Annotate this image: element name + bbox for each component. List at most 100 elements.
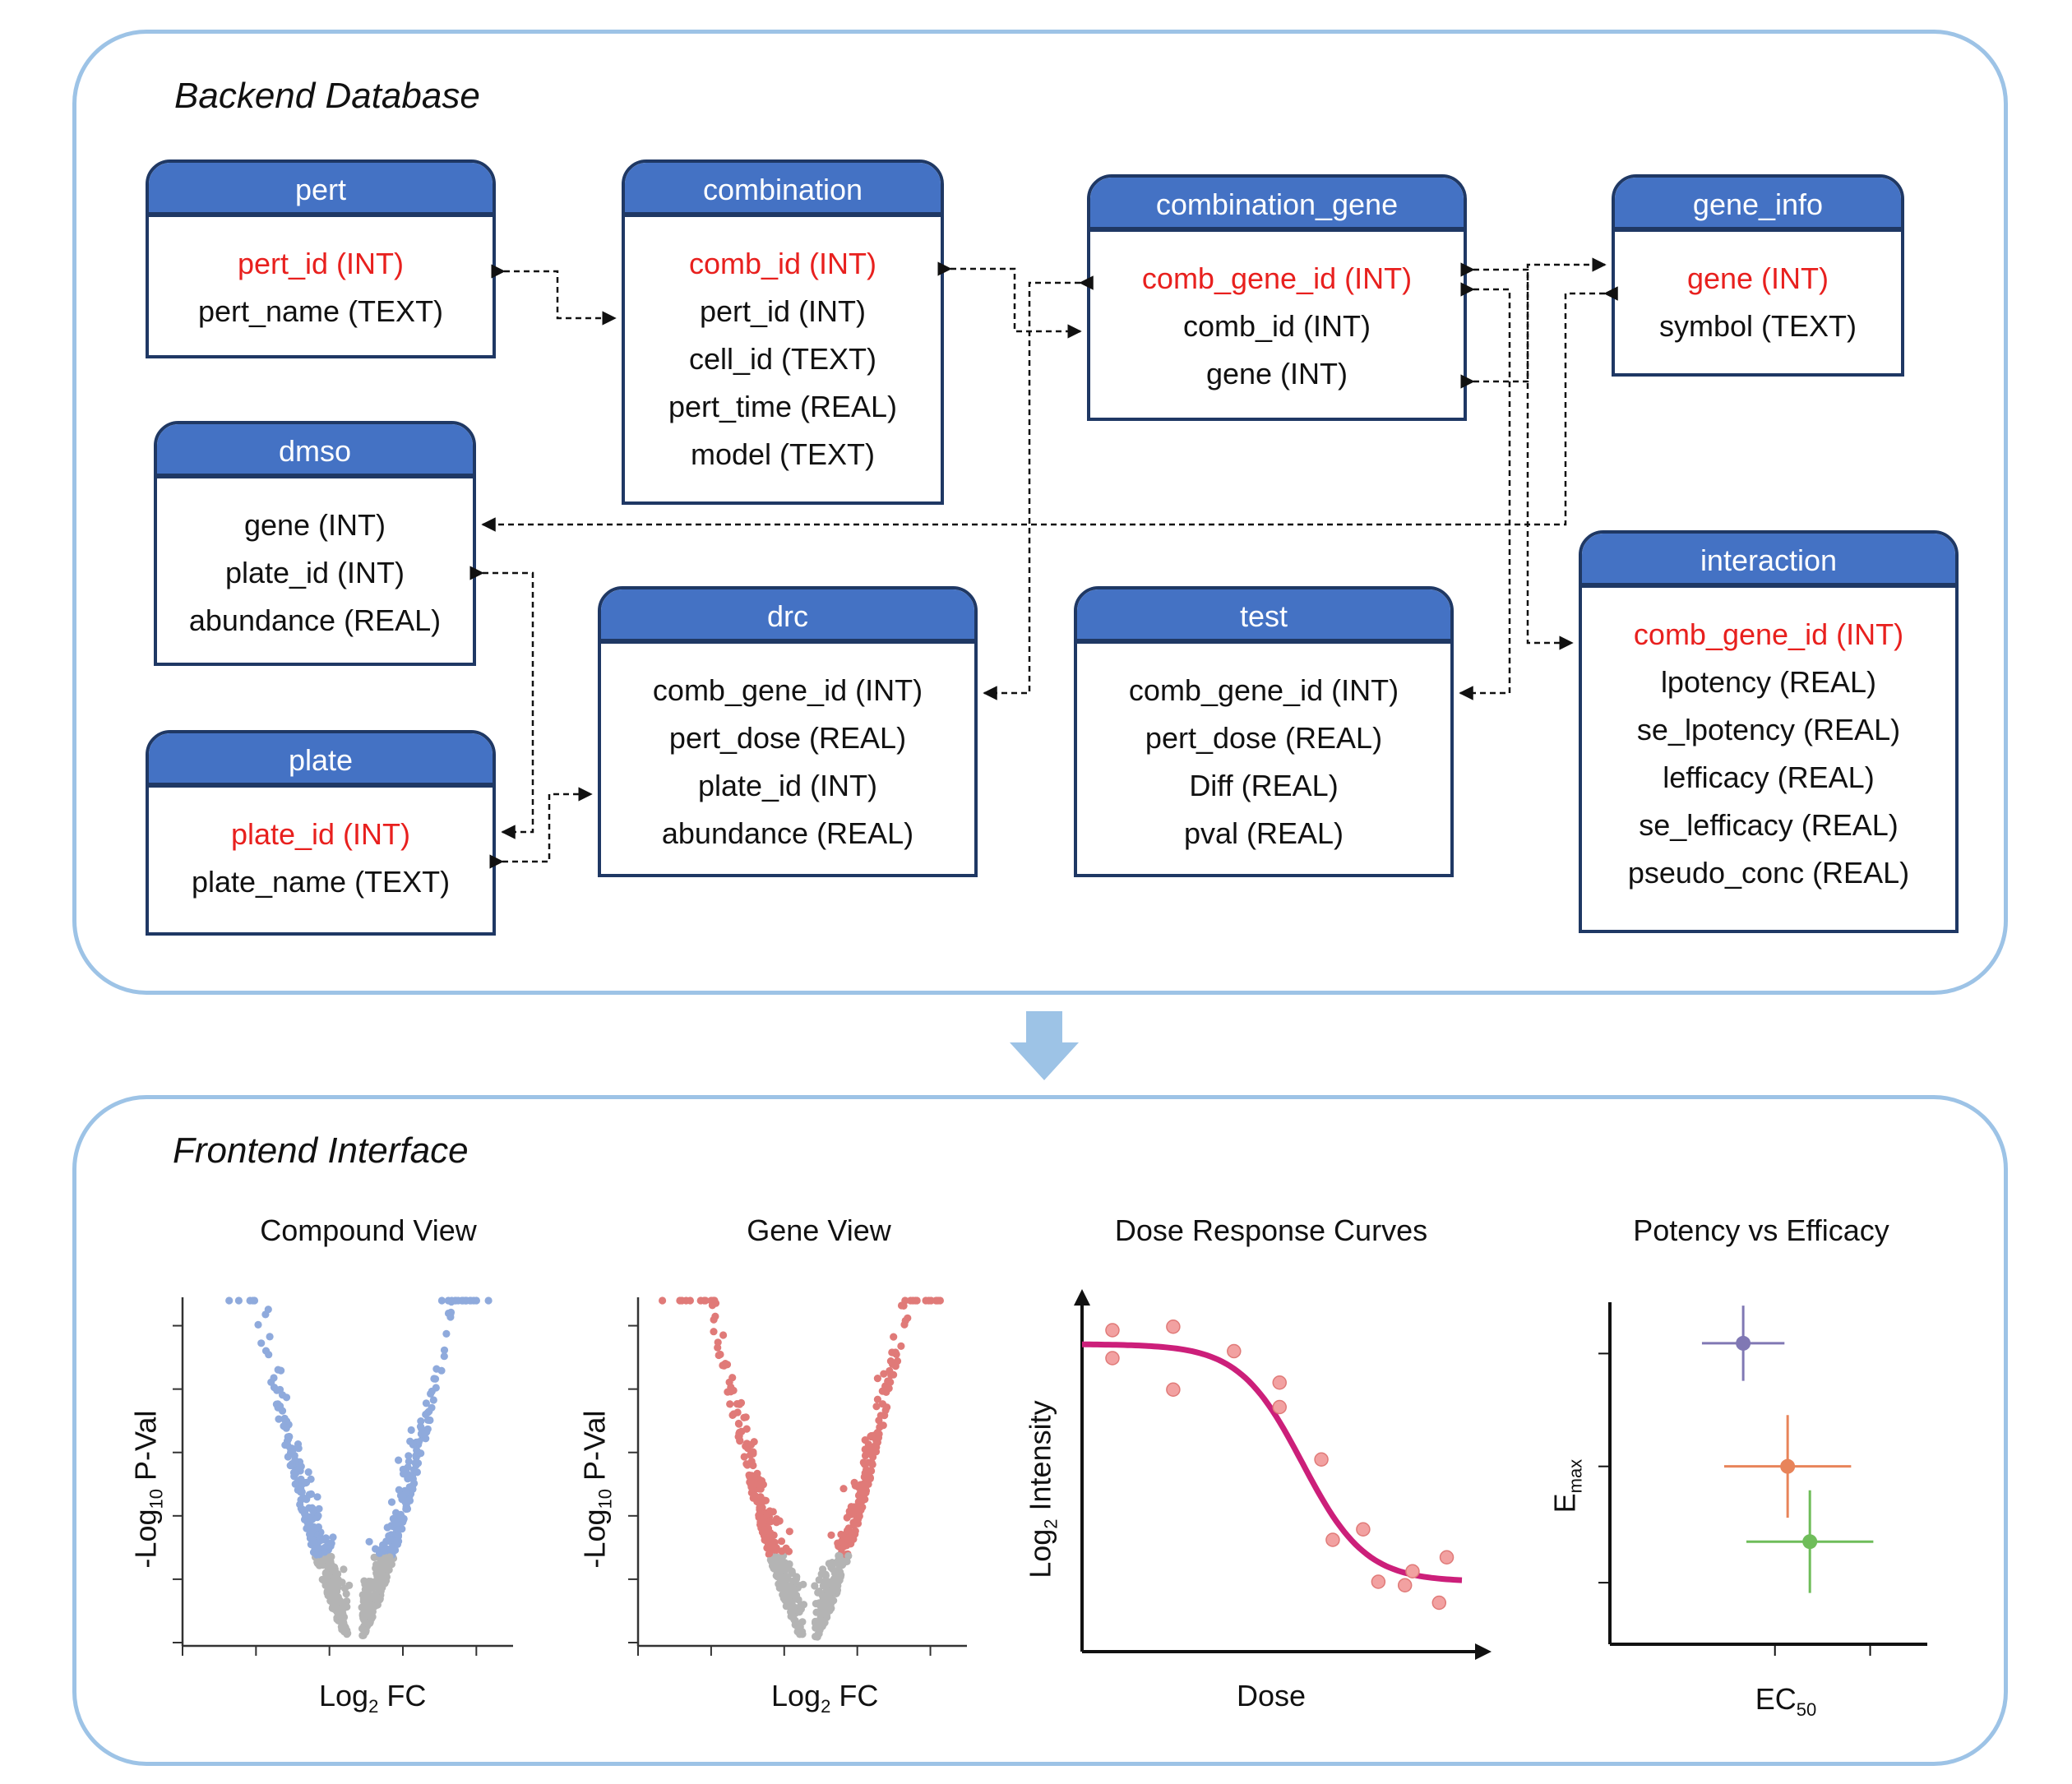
data-point [799,1580,807,1588]
data-point [326,1558,335,1566]
data-point [386,1536,394,1544]
data-point [749,1449,757,1458]
data-point [798,1629,806,1638]
data-point [467,1296,475,1305]
data-point [756,1509,765,1517]
data-point [340,1584,349,1592]
data-point [659,1296,667,1305]
data-point [886,1357,895,1366]
data-point [830,1597,838,1605]
table-interaction: interaction comb_gene_id (INT) lpotency … [1579,530,1959,933]
field-comb-gene-id: comb_gene_id (INT) [1128,673,1399,707]
data-point [422,1435,430,1443]
data-point [759,1481,768,1489]
data-point [298,1488,306,1496]
data-point [726,1400,734,1408]
data-point [777,1567,786,1575]
flow-arrow-icon [1010,1011,1079,1080]
data-point [329,1604,337,1612]
data-point [1431,1595,1447,1611]
field-diff: Diff (REAL) [1189,769,1339,802]
data-point [319,1536,327,1544]
data-point [873,1429,881,1437]
data-point [387,1498,396,1506]
data-point [440,1352,448,1361]
data-point [826,1606,834,1615]
data-point [719,1361,728,1369]
data-point [778,1547,786,1555]
data-point [814,1629,822,1638]
table-header: pert [149,163,493,217]
data-point [225,1296,234,1305]
data-point [855,1512,863,1520]
data-point [429,1396,437,1404]
x-axis-label-gene: Log2 FC [771,1679,879,1717]
data-point [834,1539,842,1547]
data-point [878,1400,887,1408]
data-point [788,1598,796,1606]
data-point [795,1608,803,1616]
data-point [861,1451,870,1460]
data-point [1272,1375,1287,1390]
data-point [733,1408,742,1417]
data-point [922,1296,930,1305]
data-point [761,1496,769,1504]
field-comb-id: comb_id (INT) [688,247,877,280]
data-point [451,1296,460,1305]
data-point [284,1441,292,1449]
data-point [904,1314,912,1322]
data-point [834,1582,842,1590]
data-point [866,1467,874,1475]
table-header: dmso [157,424,473,478]
data-point [402,1504,410,1514]
field-gene: gene (INT) [243,508,386,542]
data-point [1325,1532,1340,1547]
data-point [339,1605,347,1613]
data-point [740,1453,748,1461]
data-point [857,1506,865,1514]
data-point [759,1519,767,1527]
data-point [272,1400,280,1408]
data-point [472,1296,481,1305]
data-point [835,1551,843,1560]
data-point [403,1498,412,1506]
data-point [330,1567,338,1575]
data-point [784,1547,793,1555]
data-point [724,1388,732,1396]
data-point [838,1558,846,1566]
data-point [405,1452,413,1460]
table-header: gene_info [1615,178,1901,232]
data-point [750,1438,758,1446]
data-point [1397,1578,1413,1592]
data-point [822,1586,831,1594]
data-point [844,1536,852,1544]
backend-title: Backend Database [174,76,480,116]
data-point [321,1548,329,1556]
data-point [881,1406,890,1414]
data-point [406,1472,414,1480]
data-point [823,1592,831,1600]
data-point [265,1351,273,1359]
data-point [1736,1335,1751,1351]
data-point [314,1523,322,1532]
data-point [413,1468,421,1477]
data-point [710,1328,718,1336]
data-point [845,1507,853,1515]
data-point [391,1518,400,1526]
data-point [716,1350,724,1359]
frontend-title: Frontend Interface [173,1130,469,1171]
data-point [285,1432,294,1441]
panel-title-gene-view: Gene View [747,1213,891,1247]
x-axis-label-compound: Log2 FC [319,1679,427,1717]
table-drc: drc comb_gene_id (INT) pert_dose (REAL) … [598,586,978,877]
data-point [1439,1550,1455,1564]
table-header: test [1077,589,1450,644]
data-point [286,1462,294,1470]
data-point [249,1296,257,1305]
data-point [785,1527,793,1536]
data-point [287,1448,295,1456]
field-lefficacy: lefficacy (REAL) [1663,760,1875,794]
data-point [386,1545,395,1553]
data-point [811,1582,819,1590]
x-axis-label-ec50: EC50 [1755,1682,1817,1721]
